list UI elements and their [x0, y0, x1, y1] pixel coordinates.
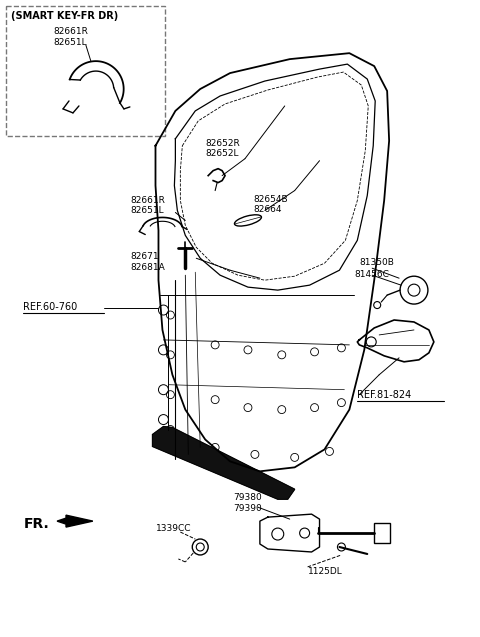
Text: REF.81-824: REF.81-824	[357, 390, 411, 399]
Bar	[6, 6, 166, 136]
Text: REF.60-760: REF.60-760	[23, 302, 77, 312]
Text: 82661R
82651L: 82661R 82651L	[131, 196, 166, 215]
Text: 1339CC: 1339CC	[156, 524, 191, 533]
Text: 82654B
82664: 82654B 82664	[253, 194, 288, 214]
Polygon shape	[153, 427, 295, 499]
Bar	[374, 523, 390, 543]
Text: 81350B: 81350B	[360, 258, 394, 268]
Text: 82661R
82651L: 82661R 82651L	[53, 27, 88, 47]
Text: FR.: FR.	[23, 517, 49, 531]
Text: 82671
82681A: 82671 82681A	[131, 252, 166, 272]
Text: (SMART KEY-FR DR): (SMART KEY-FR DR)	[12, 11, 119, 22]
Text: 82652R
82652L: 82652R 82652L	[205, 139, 240, 158]
Text: 79380
79390: 79380 79390	[234, 493, 263, 513]
Text: 1125DL: 1125DL	[308, 567, 342, 576]
Polygon shape	[57, 515, 93, 527]
Text: 81456C: 81456C	[354, 270, 389, 279]
